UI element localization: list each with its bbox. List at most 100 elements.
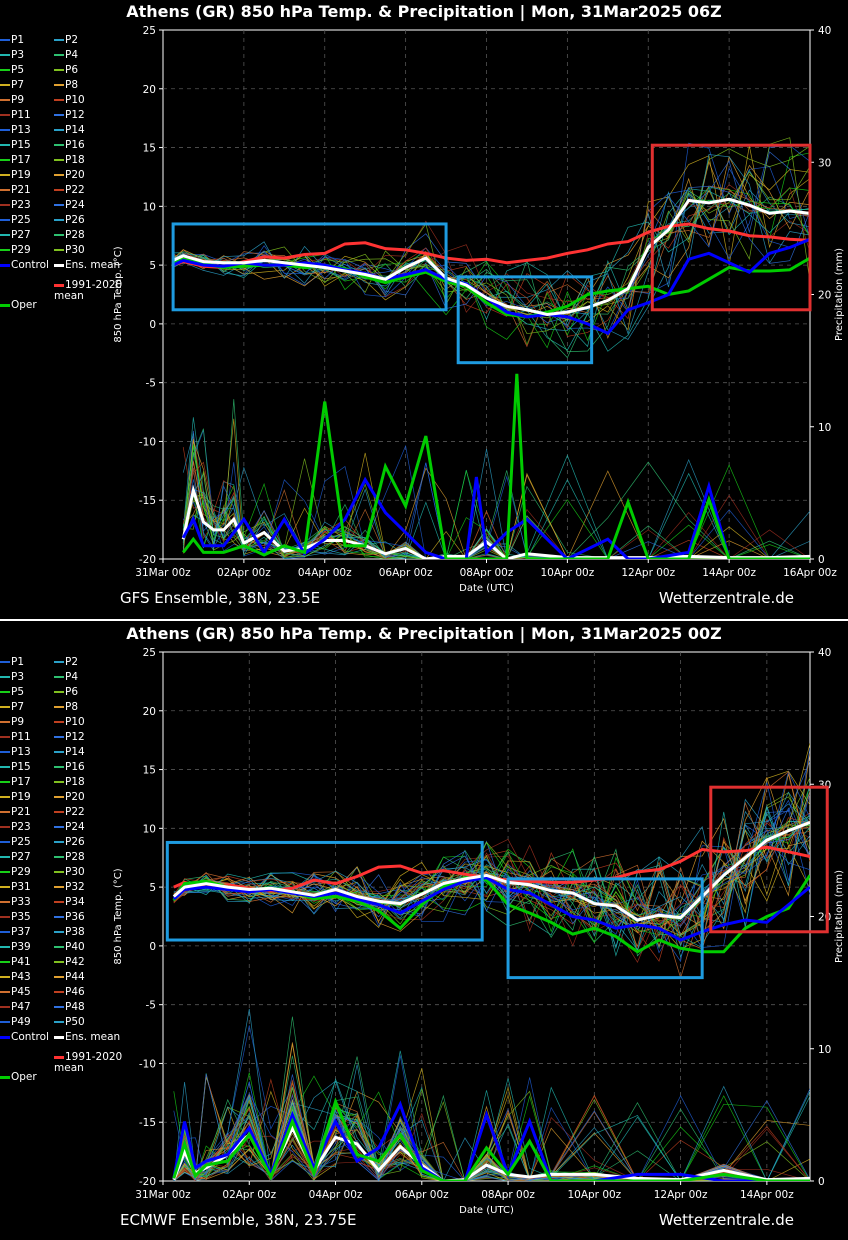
legend-entry: P11 [0, 108, 31, 123]
annotation-box [171, 222, 448, 312]
legend-label: P22 [65, 806, 85, 818]
annotation-box [506, 877, 704, 980]
legend-label: P7 [11, 701, 25, 713]
y2-tick-label: 10 [818, 1044, 831, 1056]
x-tick-label: 10Apr 00z [567, 1189, 621, 1201]
legend-label: P50 [65, 1016, 85, 1028]
legend-swatch [0, 901, 10, 903]
legend-label: P48 [65, 1001, 85, 1013]
legend-swatch [0, 1075, 10, 1079]
x-tick-label: 04Apr 00z [298, 567, 352, 579]
legend-entry: P12 [54, 108, 85, 123]
x-tick-label: 14Apr 00z [702, 567, 756, 579]
legend-entry: Oper [0, 1070, 37, 1085]
legend-label: Oper [11, 1071, 37, 1083]
member-precip-line [173, 1025, 810, 1181]
legend-label: P5 [11, 686, 25, 698]
legend-label: P8 [65, 79, 79, 91]
legend-swatch [54, 219, 64, 221]
legend-entry: P8 [54, 700, 78, 715]
legend-swatch [54, 99, 64, 101]
member-precip-line [182, 444, 810, 559]
legend-entry: P36 [54, 910, 85, 925]
legend-label: P18 [65, 776, 85, 788]
legend-label: P41 [11, 956, 31, 968]
member-temp-line [173, 166, 810, 335]
y-tick-label: -5 [146, 1000, 156, 1012]
y2-tick-label: 40 [818, 25, 831, 37]
legend-entry: P40 [54, 940, 85, 955]
legend-swatch [0, 114, 10, 116]
legend-swatch [0, 204, 10, 206]
legend-swatch [0, 249, 10, 251]
legend-label: P17 [11, 776, 31, 788]
legend-swatch [54, 721, 64, 723]
legend-entry: P26 [54, 213, 85, 228]
legend-swatch [0, 263, 10, 267]
y-tick-label: 0 [149, 319, 156, 331]
legend-swatch [54, 54, 64, 56]
legend-entry: Oper [0, 298, 37, 313]
legend-label: P10 [65, 94, 85, 106]
legend-swatch [0, 991, 10, 993]
legend-swatch [0, 129, 10, 131]
legend-entry: P25 [0, 835, 31, 850]
legend-entry: P24 [54, 820, 85, 835]
legend-swatch [0, 856, 10, 858]
y-tick-label: 25 [143, 647, 156, 659]
precip-line-control [172, 1100, 810, 1181]
y2-tick-label: 0 [818, 1176, 825, 1188]
y2-tick-label: 40 [818, 647, 831, 659]
legend-label: P9 [11, 94, 25, 106]
legend-label: P43 [11, 971, 31, 983]
plot-area [172, 743, 810, 1181]
legend-label: 1991-2020 mean [54, 1051, 123, 1074]
x-tick-label: 02Apr 00z [217, 567, 271, 579]
y-tick-label: 20 [143, 84, 156, 96]
legend-label: P29 [11, 244, 31, 256]
legend-entry: P18 [54, 775, 85, 790]
y-tick-label: 10 [143, 201, 156, 213]
legend-swatch [54, 39, 64, 41]
legend-label: P1 [11, 656, 25, 668]
legend-entry: P15 [0, 760, 31, 775]
legend-entry: P8 [54, 78, 78, 93]
legend-swatch [54, 204, 64, 206]
legend-entry: P48 [54, 1000, 85, 1015]
y2-tick-label: 20 [818, 912, 831, 924]
legend-swatch [0, 961, 10, 963]
member-temp-line [172, 137, 810, 319]
legend-label: P29 [11, 866, 31, 878]
legend-swatch [54, 781, 64, 783]
legend-swatch [0, 676, 10, 678]
legend-entry: P35 [0, 910, 31, 925]
x-tick-label: 04Apr 00z [309, 1189, 363, 1201]
legend-swatch [54, 661, 64, 663]
legend-swatch [54, 249, 64, 251]
legend-label: P3 [11, 671, 25, 683]
legend-label: P14 [65, 124, 85, 136]
legend-entry: P15 [0, 138, 31, 153]
legend-swatch [0, 39, 10, 41]
legend-swatch [54, 1055, 64, 1059]
legend-label: P27 [11, 851, 31, 863]
legend-entry: P22 [54, 805, 85, 820]
x-tick-label: 06Apr 00z [395, 1189, 449, 1201]
legend-swatch [54, 811, 64, 813]
legend-entry: P42 [54, 955, 85, 970]
x-tick-label: 12Apr 00z [621, 567, 675, 579]
y-tick-label: -15 [139, 1117, 156, 1129]
legend-label: P24 [65, 199, 85, 211]
legend-swatch [0, 946, 10, 948]
legend-entry: P29 [0, 243, 31, 258]
legend-swatch [54, 841, 64, 843]
y2-axis-label: Precipitation (mm) [834, 870, 845, 963]
legend-swatch [0, 691, 10, 693]
legend-entry: P2 [54, 655, 78, 670]
y-tick-label: -10 [139, 1058, 156, 1070]
legend-swatch [54, 796, 64, 798]
legend-entry: P32 [54, 880, 85, 895]
legend-label: P24 [65, 821, 85, 833]
legend-label: P35 [11, 911, 31, 923]
legend-label: P17 [11, 154, 31, 166]
